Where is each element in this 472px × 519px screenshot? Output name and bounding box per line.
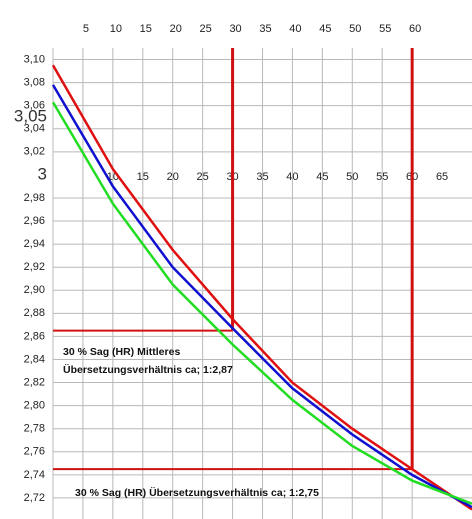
y-tick-label: 3,08 <box>24 77 45 89</box>
x-tick-label: 60 <box>409 23 421 35</box>
x-tick-label: 25 <box>197 171 209 183</box>
y-tick-label: 2,82 <box>24 376 45 388</box>
y-tick-label: 3,05 <box>14 107 47 126</box>
y-tick-label: 2,84 <box>24 353 45 365</box>
x-tick-label: 35 <box>259 23 271 35</box>
y-tick-label: 2,98 <box>24 192 45 204</box>
series-line <box>51 64 472 511</box>
y-tick-label: 3,06 <box>24 100 45 112</box>
x-tick-label: 55 <box>379 23 391 35</box>
series-line <box>51 101 472 505</box>
annotation: 30 % Sag (HR) Mittleres <box>63 346 180 358</box>
y-tick-label: 2,74 <box>24 469 45 481</box>
y-tick-label: 2,88 <box>24 307 45 319</box>
y-tick-label: 2,80 <box>24 400 45 412</box>
x-tick-label: 25 <box>200 23 212 35</box>
y-tick-label: 3 <box>38 164 47 183</box>
x-tick-label: 10 <box>110 23 122 35</box>
x-tick-label: 30 <box>229 23 241 35</box>
x-tick-label: 50 <box>349 23 361 35</box>
x-tick-label: 50 <box>346 171 358 183</box>
y-tick-label: 3,10 <box>24 53 45 65</box>
annotation: Übersetzungsverhältnis ca; 1:2,87 <box>63 363 233 376</box>
x-tick-label: 45 <box>316 171 328 183</box>
y-tick-label: 2,86 <box>24 330 45 342</box>
x-tick-label: 20 <box>170 23 182 35</box>
x-tick-label: 15 <box>137 171 149 183</box>
y-tick-label: 2,72 <box>24 492 45 504</box>
x-tick-label: 5 <box>83 23 89 35</box>
annotation: 30 % Sag (HR) Übersetzungsverhältnis ca;… <box>75 486 319 499</box>
y-tick-label: 2,76 <box>24 446 45 458</box>
y-tick-label: 3,02 <box>24 146 45 158</box>
x-tick-label: 35 <box>256 171 268 183</box>
x-tick-label: 40 <box>289 23 301 35</box>
x-tick-label: 20 <box>167 171 179 183</box>
y-tick-label: 3,04 <box>24 123 45 135</box>
x-tick-label: 15 <box>140 23 152 35</box>
y-tick-label: 2,78 <box>24 423 45 435</box>
x-tick-label: 65 <box>436 171 448 183</box>
y-tick-label: 2,92 <box>24 261 45 273</box>
y-tick-label: 2,96 <box>24 215 45 227</box>
x-tick-label: 45 <box>319 23 331 35</box>
x-tick-label: 40 <box>286 171 298 183</box>
y-tick-label: 2,94 <box>24 238 45 250</box>
series-line <box>51 84 472 509</box>
y-tick-label: 2,90 <box>24 284 45 296</box>
x-tick-label: 55 <box>376 171 388 183</box>
